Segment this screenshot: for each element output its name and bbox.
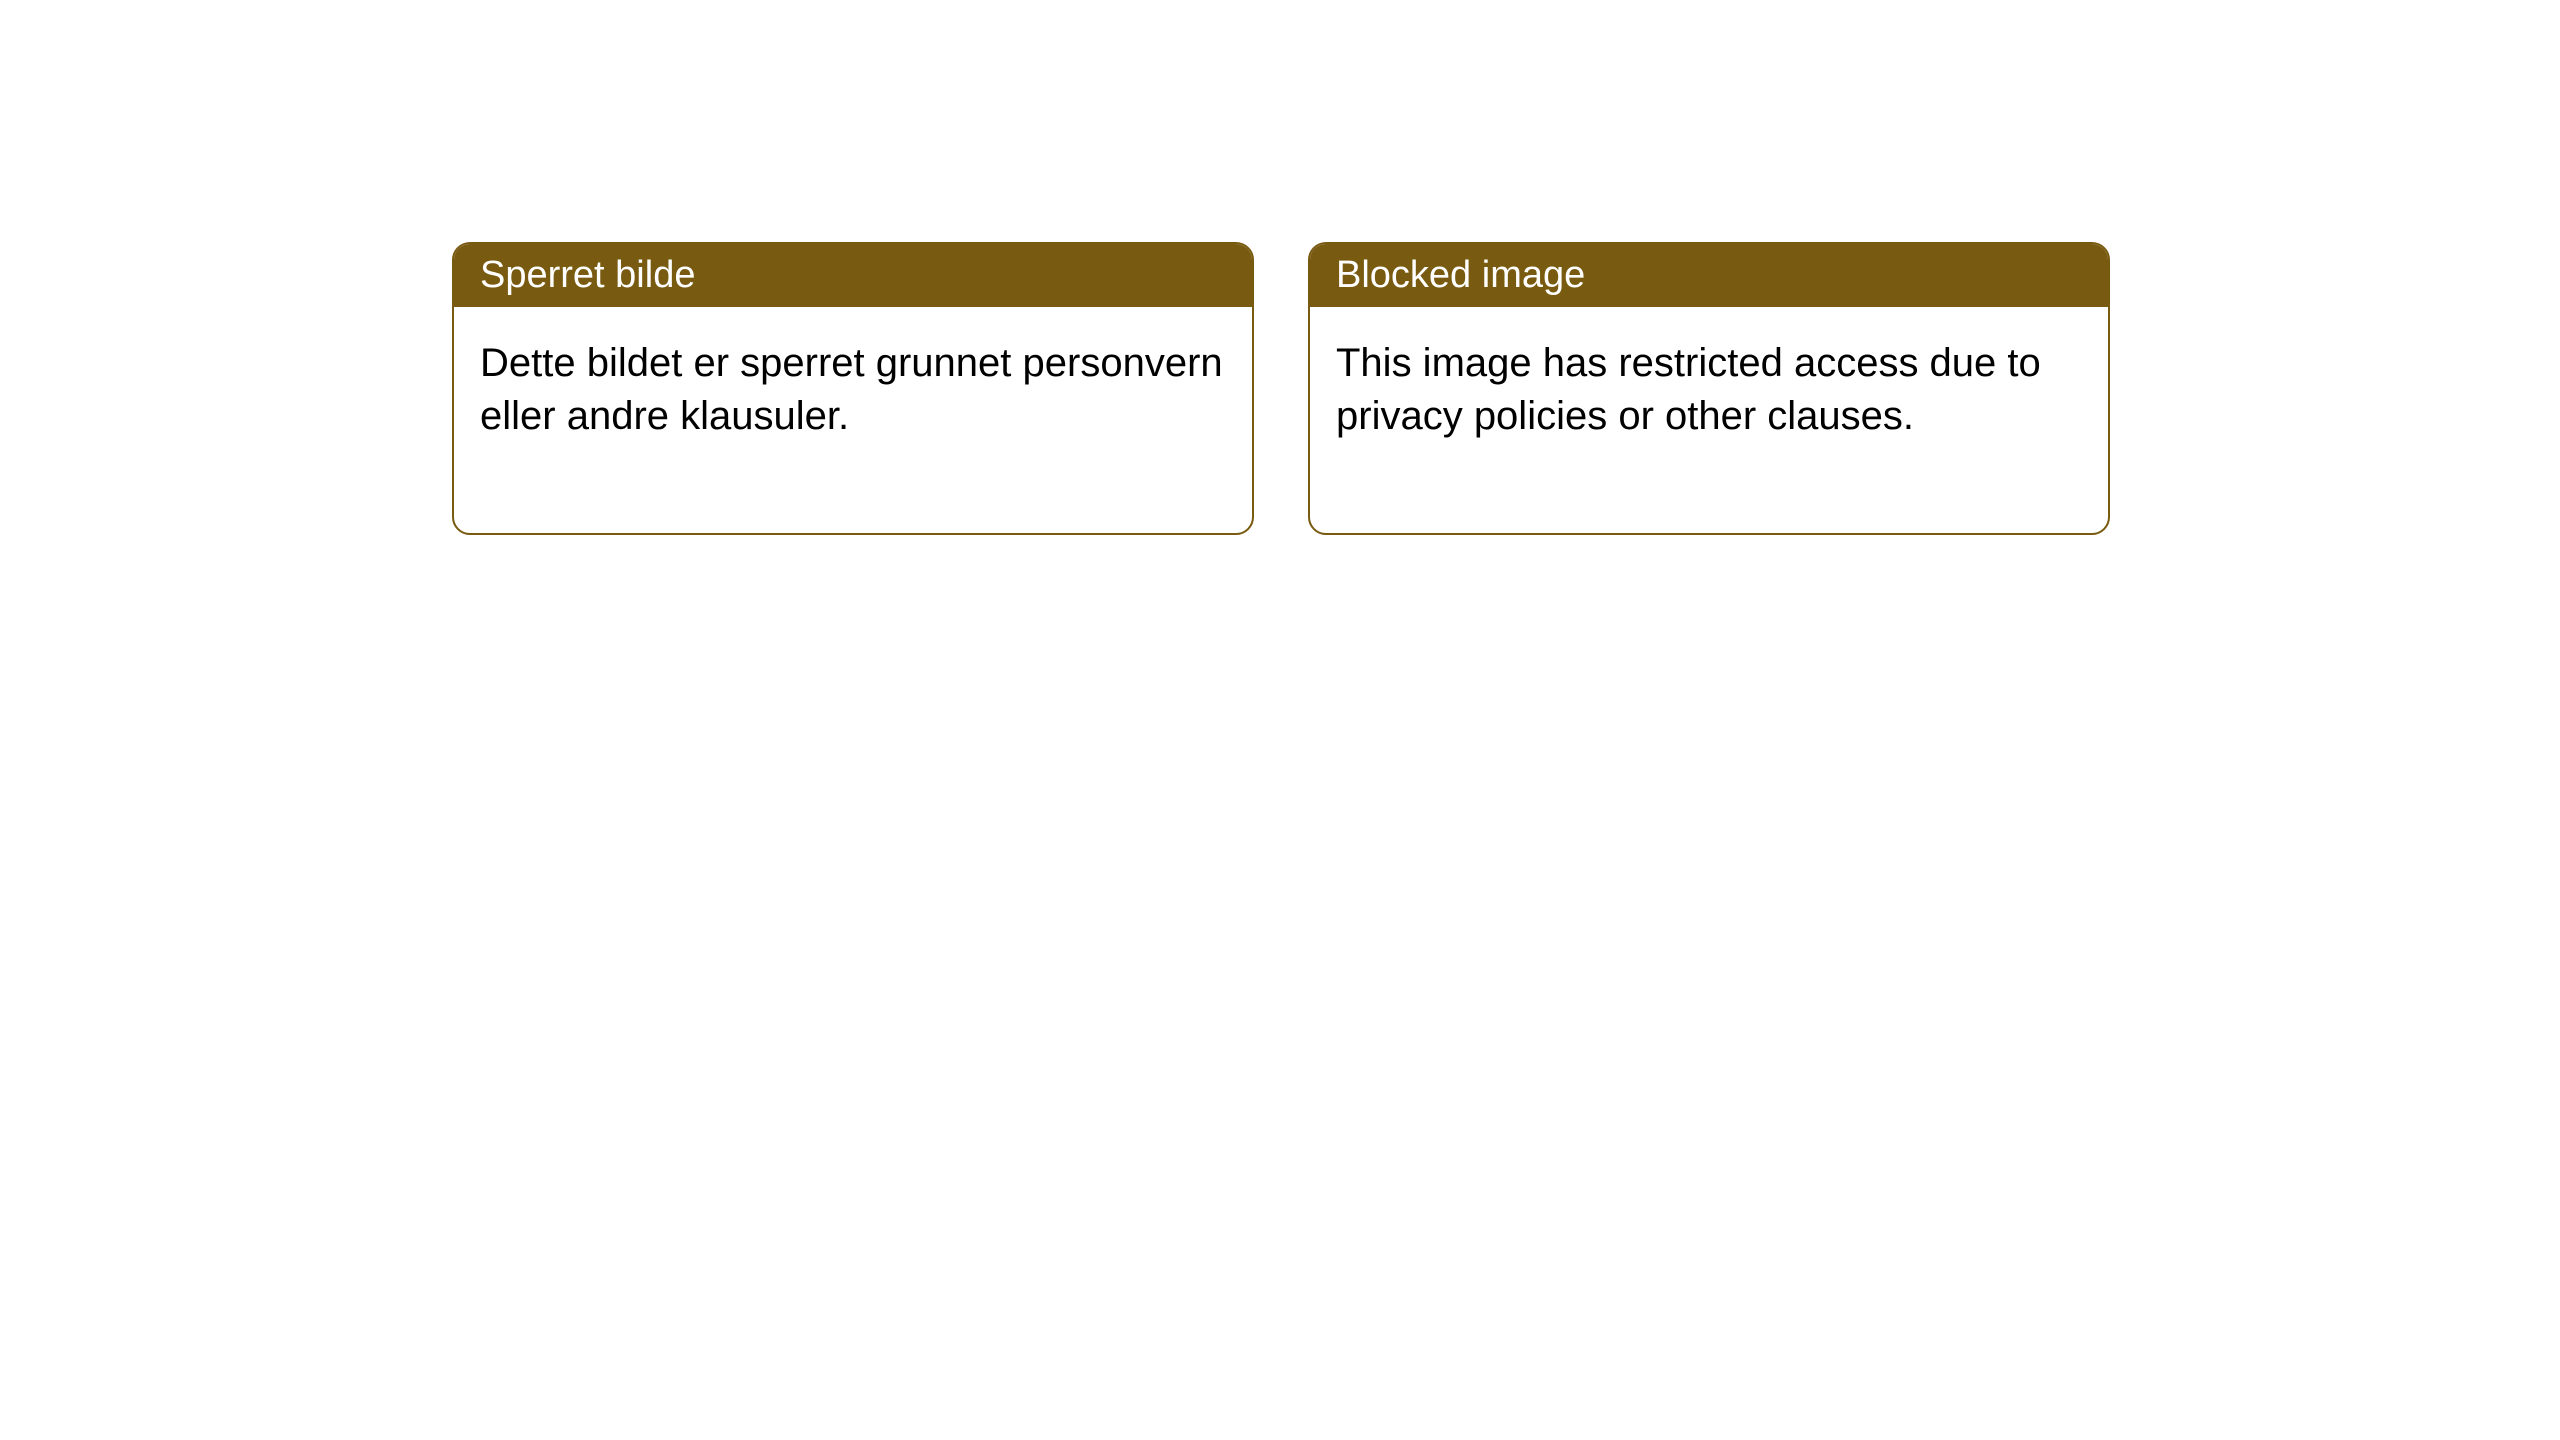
notice-body-norwegian: Dette bildet er sperret grunnet personve… — [454, 307, 1252, 533]
notice-title-norwegian: Sperret bilde — [454, 244, 1252, 307]
blocked-image-notices: Sperret bilde Dette bildet er sperret gr… — [452, 242, 2110, 535]
notice-body-english: This image has restricted access due to … — [1310, 307, 2108, 533]
notice-title-english: Blocked image — [1310, 244, 2108, 307]
notice-card-norwegian: Sperret bilde Dette bildet er sperret gr… — [452, 242, 1254, 535]
notice-card-english: Blocked image This image has restricted … — [1308, 242, 2110, 535]
